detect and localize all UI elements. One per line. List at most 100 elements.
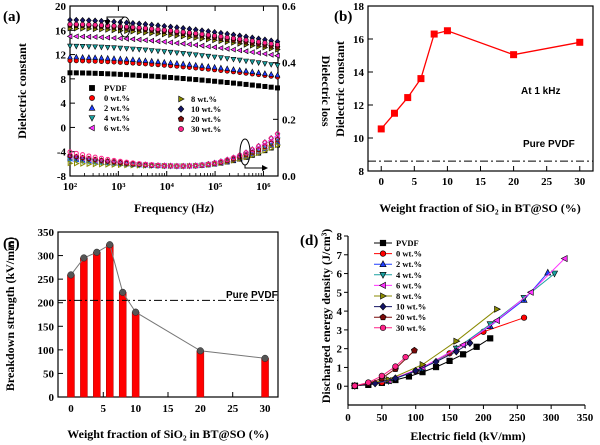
a-loss-point: [155, 162, 161, 168]
d-data-point: [412, 366, 420, 375]
a-loss-point: [230, 155, 236, 161]
c-xtick-label: 30: [260, 403, 272, 415]
a-ytick-label: 16: [55, 25, 67, 37]
c-data-point: [93, 248, 101, 256]
c-bar: [80, 257, 88, 398]
a-loss-point: [262, 143, 268, 149]
a-eps-point: [274, 63, 281, 69]
a-eps-point: [92, 22, 98, 28]
d-legend-label: 0 wt.%: [396, 249, 422, 259]
c-ytick-label: 150: [38, 321, 55, 333]
a-loss-point: [255, 146, 262, 152]
d-ytick-label: 1: [337, 362, 343, 374]
a-eps-point: [174, 75, 180, 81]
a-eps-point: [199, 62, 205, 69]
a-legend-label: 0 wt.%: [104, 93, 130, 103]
a-loss-point: [73, 153, 80, 159]
a-eps-point: [180, 51, 187, 57]
d-legend-marker: [379, 260, 387, 268]
a-eps-point: [205, 53, 212, 60]
a-eps-point: [72, 33, 79, 40]
a-eps-point: [73, 21, 79, 27]
a-eps-point: [268, 70, 275, 77]
a-legend-marker: [88, 104, 96, 111]
a-eps-point: [218, 34, 224, 40]
a-eps-point: [161, 58, 168, 65]
a-loss-point: [212, 160, 218, 166]
c-bar: [196, 350, 205, 398]
a-loss-point: [66, 155, 74, 162]
a-ytick-label: -8: [57, 171, 67, 183]
panel-d-label: (d): [300, 233, 318, 249]
b-xtick-label: 10: [442, 176, 454, 188]
c-xtick-label: 20: [195, 403, 207, 415]
a-eps-point: [124, 24, 130, 30]
c-data-point: [196, 347, 204, 355]
b-data-point: [443, 27, 451, 35]
a-eps-point: [123, 46, 130, 52]
a-eps-point: [243, 58, 250, 65]
a-eps-point: [168, 75, 174, 81]
c-ytick-label: 50: [43, 368, 55, 380]
d-xtick-label: 300: [543, 412, 560, 424]
a-loss-point: [275, 142, 281, 149]
c-ytick-label: 350: [38, 227, 55, 239]
a-eps-point: [186, 41, 192, 48]
d-data-point: [351, 382, 358, 389]
panel-c-frame: [57, 231, 279, 398]
a-eps-point: [236, 57, 243, 64]
panel-d-xlabel: Electric field (kV/mm): [410, 429, 525, 443]
a-eps-point: [236, 47, 242, 54]
a-eps-point: [111, 55, 117, 61]
panel-b-ticks: 0 5 10 15 20 25 30 8 10 12 14 16 18: [353, 1, 586, 188]
a-eps-point: [193, 77, 199, 83]
panel-b: 0 5 10 15 20 25 30 8 10 12 14 16 18 (b) Weight fract…: [333, 1, 594, 215]
d-ytick-label: 8: [337, 231, 343, 243]
a-loss-point: [79, 154, 86, 160]
a-eps-point: [161, 49, 168, 55]
a-eps-point: [73, 70, 79, 76]
b-ytick-label: 12: [353, 100, 365, 112]
panel-d-ticks: 0 50 100 150 200 250 300 350 0 1 2 3 4 5 6 7 8: [337, 231, 594, 424]
a-eps-point: [267, 51, 274, 58]
d-data-point: [392, 363, 399, 370]
d-legend-label: 30 wt.%: [396, 323, 426, 333]
a-eps-point: [142, 73, 148, 79]
a-loss-point: [67, 160, 74, 167]
a-eps-point: [262, 61, 268, 67]
d-ytick-label: 5: [337, 287, 343, 299]
a-y2tick-label: 0.2: [282, 114, 296, 126]
a-eps-point: [123, 35, 129, 42]
a-loss-point: [80, 160, 87, 167]
c-data-point: [132, 308, 140, 316]
b-xtick-label: 15: [475, 176, 487, 188]
a-loss-point: [243, 150, 249, 156]
d-data-point: [520, 314, 528, 321]
c-data-point: [67, 271, 75, 279]
panel-a-xlabel: Frequency (Hz): [134, 201, 214, 215]
a-eps-point: [104, 54, 111, 61]
a-eps-point: [262, 83, 268, 89]
a-xtick-label: 10³: [111, 181, 126, 193]
d-xtick-label: 200: [475, 412, 492, 424]
panel-c-reference-label: Pure PVDF: [226, 290, 278, 301]
b-data-point: [576, 38, 584, 46]
a-eps-point: [224, 34, 230, 40]
a-eps-point: [224, 79, 230, 85]
a-eps-point: [155, 26, 161, 32]
a-eps-point: [148, 57, 155, 64]
a-eps-point: [161, 38, 167, 45]
a-eps-point: [256, 83, 262, 89]
a-legend-label: 6 wt.%: [104, 123, 130, 133]
a-eps-point: [154, 38, 161, 45]
a-eps-point: [167, 49, 174, 56]
a-eps-point: [67, 21, 73, 27]
a-eps-point: [199, 31, 205, 37]
d-xtick-label: 350: [577, 412, 594, 424]
c-bar: [93, 252, 101, 398]
a-eps-point: [73, 53, 80, 60]
a-eps-point: [98, 44, 105, 51]
panel-b-reference-label: Pure PVDF: [523, 139, 575, 150]
